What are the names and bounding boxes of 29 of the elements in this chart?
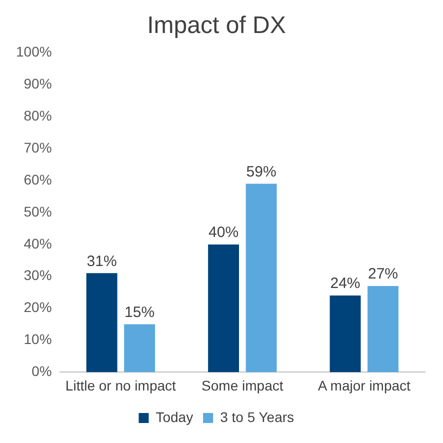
chart-title: Impact of DX xyxy=(147,12,286,40)
bar xyxy=(368,286,398,372)
y-tick-label: 40% xyxy=(24,235,52,252)
data-label: 15% xyxy=(124,304,155,321)
legend-label: Today xyxy=(156,408,194,425)
bar xyxy=(330,296,361,372)
y-tick-label: 20% xyxy=(24,299,52,316)
y-tick-label: 50% xyxy=(24,203,52,220)
y-tick-label: 70% xyxy=(24,139,52,156)
x-tick-label: Little or no impact xyxy=(65,377,176,394)
data-label: 59% xyxy=(246,163,276,180)
bar xyxy=(124,324,156,372)
bar xyxy=(208,244,240,372)
y-tick-label: 30% xyxy=(24,267,52,284)
y-tick-label: 80% xyxy=(24,108,52,124)
data-label: 24% xyxy=(330,275,360,292)
y-tick-label: 0% xyxy=(32,363,52,380)
bar xyxy=(246,184,277,372)
x-tick-label: Some impact xyxy=(202,377,284,394)
x-tick-label: A major impact xyxy=(318,377,411,394)
data-label: 27% xyxy=(368,266,398,283)
y-tick-label: 90% xyxy=(24,76,52,92)
data-label: 31% xyxy=(86,252,117,270)
y-tick-label: 100% xyxy=(16,44,52,60)
bar xyxy=(86,273,118,372)
y-tick-label: 10% xyxy=(24,331,52,348)
data-label: 40% xyxy=(208,224,239,242)
y-tick-label: 60% xyxy=(24,171,52,188)
legend-label: 3 to 5 Years xyxy=(220,408,294,425)
